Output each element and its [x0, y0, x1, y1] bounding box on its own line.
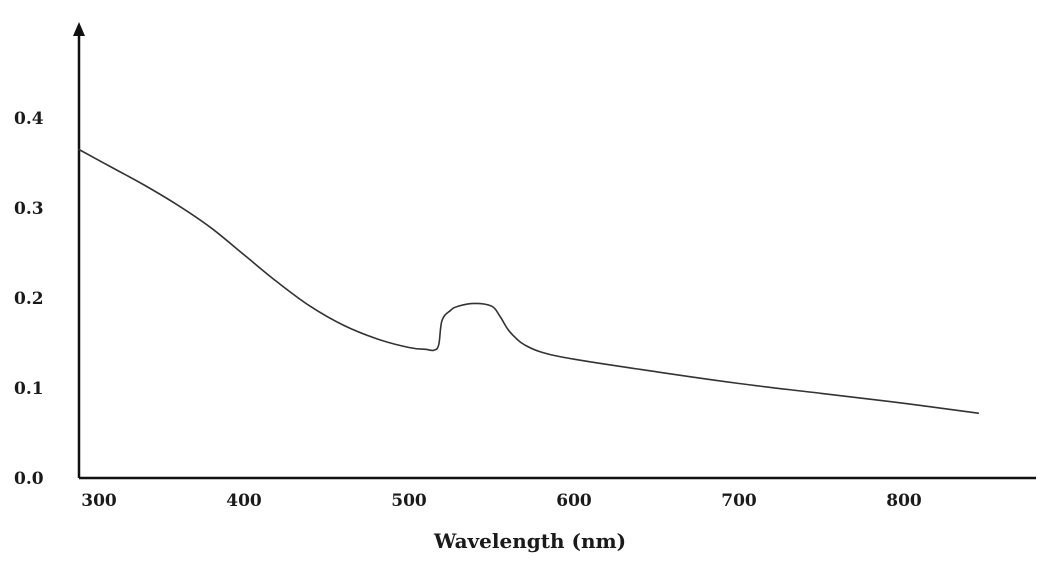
- y-tick-label: 0.3: [14, 199, 44, 219]
- y-tick-labels: 0.0 0.1 0.2 0.3 0.4: [14, 109, 44, 489]
- series-line: [78, 148, 980, 414]
- x-axis-label: Wavelength (nm): [433, 529, 626, 553]
- y-tick-label: 0.4: [14, 109, 44, 129]
- y-tick-label: 0.0: [14, 469, 44, 489]
- y-tick-label: 0.2: [14, 289, 44, 309]
- x-tick-label: 300: [81, 491, 117, 511]
- x-tick-label: 500: [391, 491, 427, 511]
- x-tick-label: 700: [721, 491, 757, 511]
- x-tick-label: 400: [226, 491, 262, 511]
- x-tick-label: 800: [886, 491, 922, 511]
- y-axis-arrowhead: [73, 22, 85, 36]
- axes: [73, 22, 1036, 480]
- x-tick-labels: 300 400 500 600 700 800: [81, 491, 922, 511]
- x-tick-label: 600: [556, 491, 592, 511]
- plot-area: [78, 148, 980, 414]
- y-tick-label: 0.1: [14, 379, 44, 399]
